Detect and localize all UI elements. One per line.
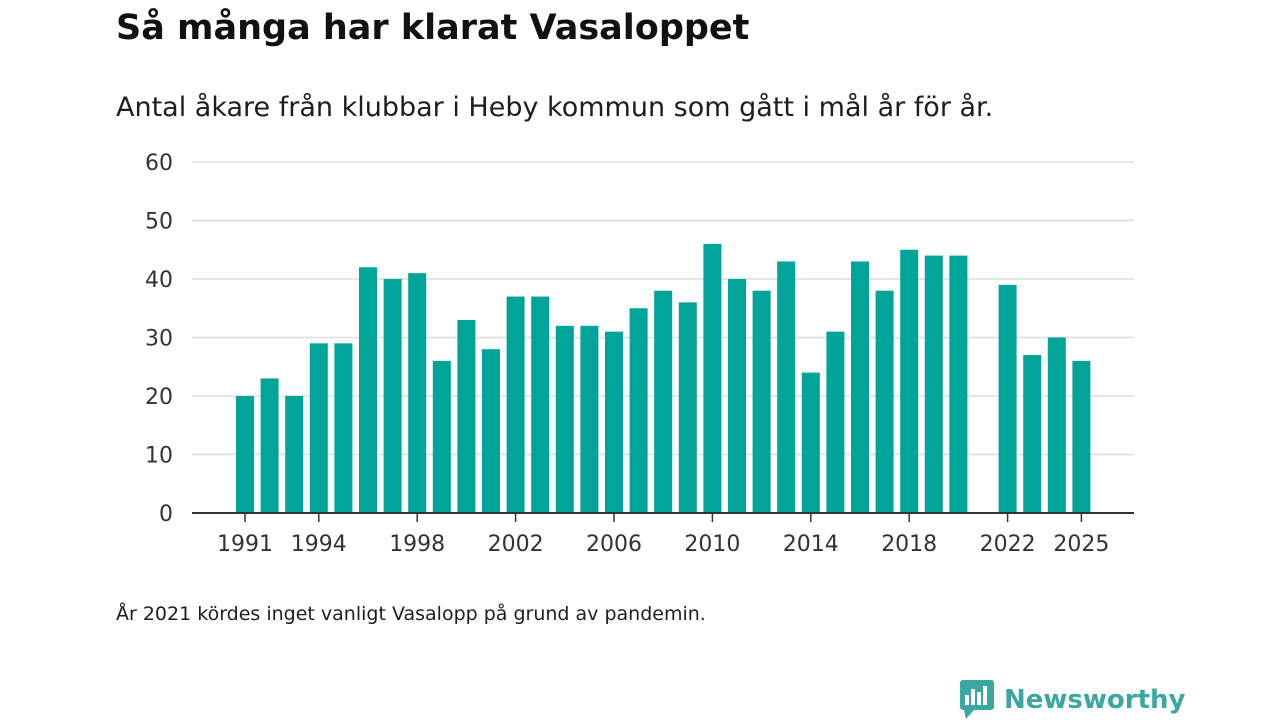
bar-1991 — [236, 396, 254, 513]
bar-2006 — [605, 331, 623, 513]
bar-2012 — [752, 290, 771, 513]
brand-name: Newsworthy — [1004, 685, 1186, 715]
bar-2000 — [457, 319, 476, 513]
bar-2007 — [629, 308, 648, 513]
bar-2013 — [777, 261, 796, 513]
bar-2014 — [801, 372, 820, 513]
y-tick-label: 40 — [145, 268, 173, 293]
x-tick-label: 1991 — [217, 532, 273, 557]
x-tick-label: 1994 — [291, 532, 347, 557]
bar-2010 — [703, 243, 722, 513]
bar-2002 — [506, 296, 525, 513]
footnote: År 2021 kördes inget vanligt Vasalopp på… — [116, 603, 706, 625]
bar-2015 — [826, 331, 845, 513]
bars — [236, 243, 1091, 513]
x-tick-label: 1998 — [389, 532, 445, 557]
chart-subtitle: Antal åkare från klubbar i Heby kommun s… — [116, 92, 994, 123]
brand: Newsworthy — [960, 680, 1185, 720]
y-tick-label: 0 — [159, 502, 173, 527]
bar-1995 — [334, 343, 353, 513]
x-tick-label: 2014 — [783, 532, 839, 557]
bar-1994 — [309, 343, 328, 513]
newsworthy-logo-icon — [960, 680, 994, 719]
bar-2008 — [654, 290, 673, 513]
chart-title: Så många har klarat Vasaloppet — [116, 8, 750, 48]
x-tick-label: 2025 — [1053, 532, 1109, 557]
bar-2005 — [580, 325, 599, 513]
y-tick-label: 20 — [145, 385, 173, 410]
bar-2017 — [875, 290, 894, 513]
y-tick-label: 60 — [145, 151, 173, 176]
bar-2003 — [531, 296, 550, 513]
bar-2022 — [998, 284, 1017, 513]
bar-2009 — [678, 302, 697, 513]
x-tick-label: 2002 — [488, 532, 544, 557]
bar-2004 — [555, 325, 574, 513]
bar-1997 — [383, 279, 402, 513]
x-tick-label: 2022 — [980, 532, 1036, 557]
x-tick-label: 2018 — [881, 532, 937, 557]
bar-2018 — [900, 249, 919, 513]
y-tick-label: 10 — [145, 444, 173, 469]
bar-1992 — [260, 378, 279, 513]
bar-2019 — [924, 255, 943, 513]
y-tick-label: 30 — [145, 327, 173, 352]
x-tick-label: 2010 — [684, 532, 740, 557]
bar-2024 — [1047, 337, 1066, 513]
bar-chart: 0 10 20 30 40 50 60 1991 1994 1998 2002 2006 2010 201… — [145, 151, 1134, 557]
bar-2023 — [1023, 355, 1042, 513]
bar-1999 — [432, 360, 451, 513]
bar-2011 — [728, 279, 746, 513]
bar-1996 — [359, 267, 377, 513]
bar-2001 — [482, 349, 500, 513]
bar-2020 — [949, 255, 968, 513]
axes: 0 10 20 30 40 50 60 1991 1994 1998 2002 2006 2010 201… — [145, 151, 1134, 557]
x-tick-label: 2006 — [586, 532, 642, 557]
y-tick-label: 50 — [145, 210, 173, 235]
bar-1993 — [285, 396, 304, 513]
bar-2016 — [851, 261, 869, 513]
bar-1998 — [408, 273, 427, 513]
bar-2025 — [1072, 360, 1091, 513]
